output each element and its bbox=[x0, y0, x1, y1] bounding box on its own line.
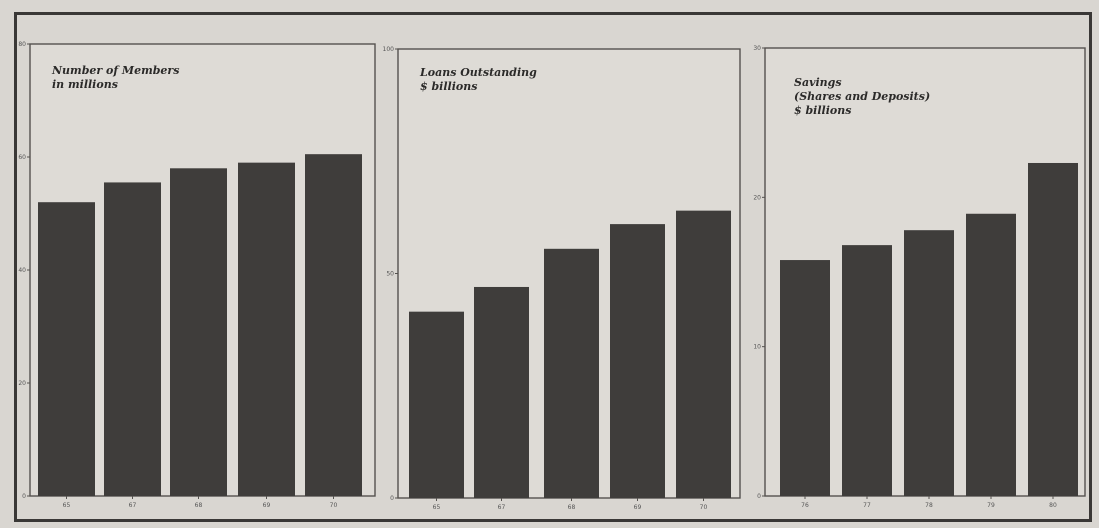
chart-title-line-3: $ billions bbox=[794, 104, 851, 117]
chart-panel-loans: Loans Outstanding $ billions 0 50 100 65 67 6… bbox=[383, 46, 741, 511]
y-tick-label: 80 bbox=[18, 41, 26, 48]
bar-80 bbox=[1028, 162, 1078, 496]
chart-title-line-2: (Shares and Deposits) bbox=[794, 90, 930, 103]
y-tick-label: 60 bbox=[18, 154, 26, 161]
x-tick-label: 69 bbox=[634, 504, 642, 511]
bar-79 bbox=[966, 213, 1016, 496]
y-tick-label: 20 bbox=[18, 380, 26, 387]
y-tick-label: 10 bbox=[753, 344, 761, 351]
y-tick-label: 100 bbox=[383, 46, 395, 53]
chart-title-line-2: in millions bbox=[52, 78, 118, 91]
y-tick-label: 50 bbox=[386, 271, 394, 278]
x-tick-label: 78 bbox=[925, 502, 933, 509]
x-tick-label: 70 bbox=[700, 504, 708, 511]
x-tick-label: 76 bbox=[801, 502, 809, 509]
bar-77 bbox=[842, 245, 892, 496]
x-tick-label: 68 bbox=[195, 502, 203, 509]
x-tick-label: 65 bbox=[433, 504, 441, 511]
chart-panel-members: Number of Members in millions 0 20 40 60 80 6… bbox=[18, 41, 376, 509]
figure-frame bbox=[14, 12, 1092, 522]
x-tick-label: 65 bbox=[63, 502, 71, 509]
chart-title-line-2: $ billions bbox=[420, 80, 477, 93]
chart-panel-savings: Savings (Shares and Deposits) $ billions… bbox=[753, 45, 1086, 509]
bar-68 bbox=[544, 248, 599, 498]
x-tick-label: 68 bbox=[568, 504, 576, 511]
x-tick-label: 79 bbox=[987, 502, 995, 509]
y-tick-label: 40 bbox=[18, 267, 26, 274]
y-tick-label: 0 bbox=[22, 493, 26, 500]
x-tick-label: 80 bbox=[1049, 502, 1057, 509]
bar-78 bbox=[904, 230, 954, 497]
x-tick-label: 69 bbox=[263, 502, 271, 509]
y-tick-label: 0 bbox=[757, 493, 761, 500]
bar-69 bbox=[610, 224, 665, 499]
bar-76 bbox=[780, 260, 830, 496]
bar-65 bbox=[38, 202, 95, 496]
bar-70 bbox=[305, 154, 362, 497]
bar-67 bbox=[104, 182, 161, 497]
x-tick-label: 70 bbox=[330, 502, 338, 509]
y-tick-label: 20 bbox=[753, 194, 761, 201]
bar-70 bbox=[676, 210, 731, 498]
chart-title-line-1: Number of Members bbox=[51, 64, 179, 77]
y-tick-label: 0 bbox=[390, 495, 394, 502]
x-tick-label: 67 bbox=[129, 502, 137, 509]
x-tick-label: 67 bbox=[498, 504, 506, 511]
x-tick-label: 77 bbox=[863, 502, 871, 509]
bar-65 bbox=[409, 311, 464, 498]
bar-67 bbox=[474, 286, 529, 498]
bar-69 bbox=[238, 162, 295, 496]
bar-68 bbox=[170, 168, 227, 497]
y-tick-label: 30 bbox=[753, 45, 761, 52]
chart-title-line-1: Savings bbox=[794, 76, 842, 89]
chart-title-line-1: Loans Outstanding bbox=[419, 66, 537, 79]
